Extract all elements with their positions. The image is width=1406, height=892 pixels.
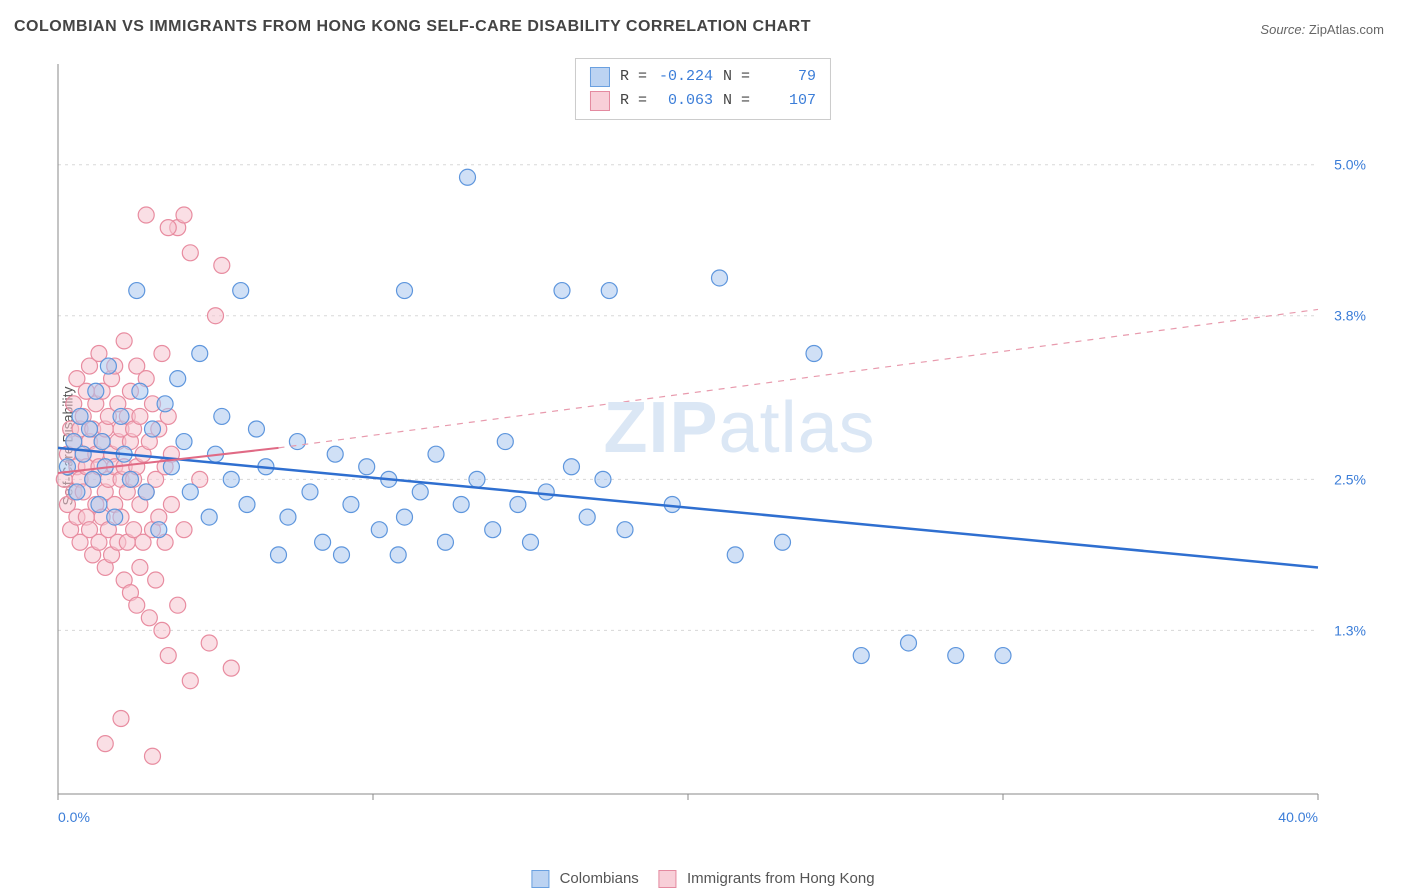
series-legend: Colombians Immigrants from Hong Kong <box>531 870 874 888</box>
r-label: R = <box>620 65 647 89</box>
legend-item: Immigrants from Hong Kong <box>659 870 875 888</box>
n-value: 107 <box>760 89 816 113</box>
n-label: N = <box>723 65 750 89</box>
legend-swatch-colombians <box>590 67 610 87</box>
source-value: ZipAtlas.com <box>1309 22 1384 37</box>
source-attribution: Source: ZipAtlas.com <box>1260 22 1384 37</box>
legend-label: Colombians <box>560 870 639 887</box>
legend-item: Colombians <box>531 870 638 888</box>
legend-swatch-hongkong <box>659 870 677 888</box>
source-label: Source: <box>1260 22 1305 37</box>
chart-area: 1.3%2.5%3.8%5.0%0.0%40.0% ZIPatlas <box>48 54 1378 834</box>
svg-text:0.0%: 0.0% <box>58 809 90 825</box>
r-value: -0.224 <box>657 65 713 89</box>
svg-text:1.3%: 1.3% <box>1334 622 1366 638</box>
legend-swatch-hongkong <box>590 91 610 111</box>
n-value: 79 <box>760 65 816 89</box>
r-label: R = <box>620 89 647 113</box>
scatter-plot: 1.3% 2.5% 3.8% 5.0% 0.0% 40.0% <box>48 54 1378 834</box>
r-value: 0.063 <box>657 89 713 113</box>
svg-text:40.0%: 40.0% <box>1278 809 1318 825</box>
legend-label: Immigrants from Hong Kong <box>687 870 875 887</box>
n-label: N = <box>723 89 750 113</box>
svg-text:5.0%: 5.0% <box>1334 157 1366 173</box>
svg-text:2.5%: 2.5% <box>1334 471 1366 487</box>
correlation-legend-row: R = -0.224 N = 79 <box>590 65 816 89</box>
chart-title: COLOMBIAN VS IMMIGRANTS FROM HONG KONG S… <box>14 18 811 36</box>
svg-text:3.8%: 3.8% <box>1334 308 1366 324</box>
correlation-legend: R = -0.224 N = 79 R = 0.063 N = 107 <box>575 58 831 120</box>
legend-swatch-colombians <box>531 870 549 888</box>
correlation-legend-row: R = 0.063 N = 107 <box>590 89 816 113</box>
